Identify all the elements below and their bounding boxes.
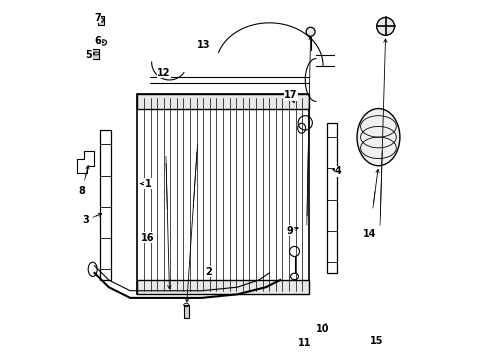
Bar xyxy=(91,49,99,59)
Ellipse shape xyxy=(376,18,394,35)
Bar xyxy=(100,130,110,280)
Text: 7: 7 xyxy=(94,13,101,23)
Text: 3: 3 xyxy=(82,215,89,225)
Text: 14: 14 xyxy=(362,229,375,239)
Bar xyxy=(137,280,308,294)
Ellipse shape xyxy=(305,27,314,36)
Text: 5: 5 xyxy=(85,50,92,60)
Text: 12: 12 xyxy=(157,68,170,78)
Bar xyxy=(98,16,104,24)
Bar xyxy=(137,94,308,109)
Text: 13: 13 xyxy=(197,40,210,50)
Text: 8: 8 xyxy=(79,186,85,196)
Text: 11: 11 xyxy=(297,338,311,347)
Text: 15: 15 xyxy=(369,337,383,346)
Ellipse shape xyxy=(356,109,399,166)
Text: 17: 17 xyxy=(284,90,297,100)
Text: 9: 9 xyxy=(286,226,293,236)
Text: 16: 16 xyxy=(141,233,155,243)
Bar xyxy=(137,94,308,294)
Text: 2: 2 xyxy=(205,267,212,277)
Ellipse shape xyxy=(100,40,106,45)
Text: 6: 6 xyxy=(95,36,101,46)
Bar xyxy=(326,123,337,273)
Bar xyxy=(183,305,188,318)
Text: 4: 4 xyxy=(334,166,341,176)
Text: 10: 10 xyxy=(315,324,328,334)
Text: 1: 1 xyxy=(144,179,151,189)
